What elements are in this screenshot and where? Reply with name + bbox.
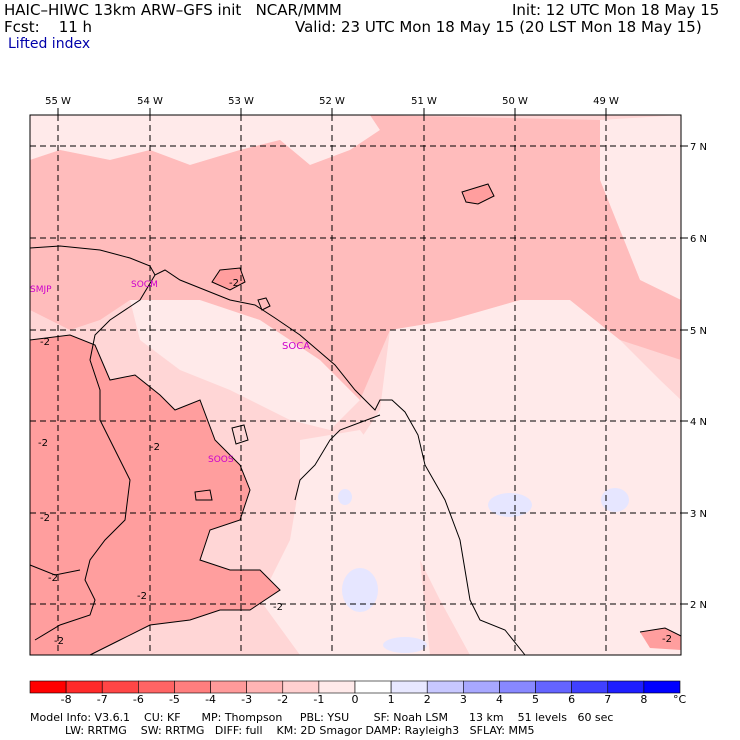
lon-label-52w: 52 W (319, 96, 345, 107)
contour-label: -2 (40, 337, 50, 348)
forecast-hour: Fcst: 11 h (4, 18, 93, 36)
map-frame (29, 114, 682, 656)
region-blue-5 (383, 637, 427, 653)
lon-label-54w: 54 W (137, 96, 163, 107)
colorbar-swatch (643, 680, 681, 694)
lat-label-2n: 2 N (690, 600, 707, 611)
colorbar-swatch (607, 680, 645, 694)
colorbar-tick-label: -4 (205, 693, 217, 706)
lat-label-4n: 4 N (690, 417, 707, 428)
contour-label: -2 (662, 634, 672, 645)
lon-label-55w: 55 W (45, 96, 71, 107)
colorbar-swatch (101, 680, 139, 694)
model-title: HAIC–HIWC 13km ARW–GFS init NCAR/MMM (4, 1, 342, 19)
contour-label: -2 (137, 591, 147, 602)
contour-label: -2 (229, 278, 239, 289)
model-info-line2: LW: RRTMG SW: RRTMG DIFF: full KM: 2D Sm… (30, 724, 535, 737)
colorbar-swatch (138, 680, 175, 694)
colorbar-tick-label: -6 (132, 693, 144, 706)
init-time: Init: 12 UTC Mon 18 May 15 (512, 1, 720, 19)
lat-label-3n: 3 N (690, 509, 707, 520)
tick-marks (57, 108, 688, 605)
region-blue-1 (342, 568, 378, 612)
colorbar-tick-label: -2 (277, 693, 289, 706)
colorbar-swatch (571, 680, 609, 694)
colorbar-tick-label: -1 (313, 693, 325, 706)
contour-label: -2 (54, 636, 64, 647)
contour-label: -2 (273, 602, 283, 613)
lat-label-6n: 6 N (690, 234, 707, 245)
colorbar-tick-label: 0 (351, 693, 359, 706)
colorbar-swatch (65, 680, 103, 694)
colorbar-tick-label: 7 (604, 693, 612, 706)
colorbar-swatch (210, 680, 247, 694)
valid-time: Valid: 23 UTC Mon 18 May 15 (20 LST Mon … (295, 18, 702, 36)
region-strong-north (212, 268, 245, 290)
region-light-east (360, 300, 681, 655)
region-moderate-negative (30, 115, 681, 400)
lat-label-7n: 7 N (690, 142, 707, 153)
colorbar-swatch (282, 680, 320, 694)
colorbar-unit: °C (673, 693, 687, 706)
region-blue-4 (338, 489, 352, 505)
region-strong-ne (462, 184, 494, 204)
lat-lon-grid (30, 115, 681, 655)
colorbar-tick-label: -7 (96, 693, 108, 706)
colorbar-swatch (318, 680, 356, 694)
lon-label-49w: 49 W (593, 96, 619, 107)
region-light-north (30, 115, 380, 165)
colorbar-tick-label: -8 (60, 693, 72, 706)
station-label-socm: SOCM (131, 280, 158, 290)
station-label-soos: SOOS (208, 455, 234, 465)
region-light-coast (130, 300, 360, 430)
colorbar-swatch (426, 680, 464, 694)
colorbar-tick-label: 8 (640, 693, 648, 706)
colorbar-tick-label: 5 (532, 693, 540, 706)
region-strong-se (640, 628, 681, 650)
lat-label-5n: 5 N (690, 326, 707, 337)
model-info-line1: Model Info: V3.6.1 CU: KF MP: Thompson P… (30, 711, 614, 724)
colorbar-tick-label: 3 (459, 693, 467, 706)
contour-label: -2 (40, 513, 50, 524)
region-light-ne (600, 115, 681, 300)
colorbar-swatch (390, 680, 428, 694)
coastline-borders (29, 245, 526, 656)
contour-label: -2 (48, 573, 58, 584)
contour-label: -2 (38, 438, 48, 449)
contour-label: -2 (150, 442, 160, 453)
colorbar-swatch (174, 680, 211, 694)
region-blue-3 (601, 488, 629, 512)
colorbar-tick-label: -5 (168, 693, 180, 706)
region-light-south (260, 430, 430, 655)
colorbar-swatch (29, 680, 67, 694)
contour-lines (29, 183, 682, 656)
colorbar-tick-label: 1 (387, 693, 395, 706)
field-name: Lifted index (8, 36, 91, 52)
colorbar-tick-label: 2 (423, 693, 431, 706)
lon-label-50w: 50 W (502, 96, 528, 107)
lon-label-53w: 53 W (228, 96, 254, 107)
colorbar-swatch (535, 680, 572, 694)
colorbar-swatch (354, 680, 392, 694)
region-blue-2 (488, 493, 532, 517)
colorbar-swatch (246, 680, 284, 694)
lon-label-51w: 51 W (411, 96, 437, 107)
colorbar-tick-label: 6 (568, 693, 576, 706)
colorbar-tick-label: 4 (495, 693, 503, 706)
colorbar (29, 680, 681, 694)
station-label-smjp: SMJP (30, 285, 52, 295)
region-strong-negative (30, 335, 280, 655)
colorbar-tick-label: -3 (241, 693, 253, 706)
colorbar-swatch (499, 680, 536, 694)
station-label-soca: SOCA (282, 341, 310, 352)
colorbar-swatch (463, 680, 500, 694)
